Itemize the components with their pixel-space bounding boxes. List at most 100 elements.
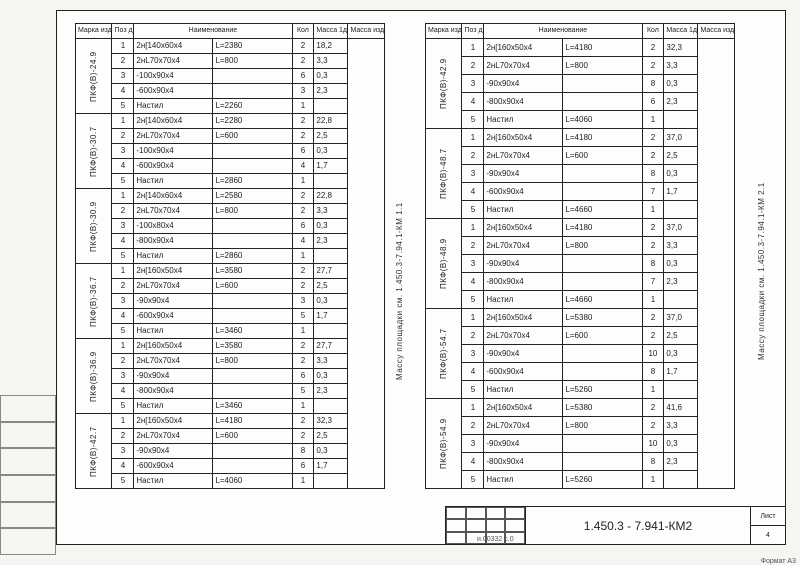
len-cell: L=4660 bbox=[563, 291, 642, 309]
name-cell: -90х90х4 bbox=[484, 165, 563, 183]
name-cell: Настил bbox=[134, 99, 213, 114]
poz-cell: 3 bbox=[462, 435, 484, 453]
hdr-poz: Поз дет bbox=[462, 24, 484, 39]
len-cell: L=4060 bbox=[563, 111, 642, 129]
len-cell: L=2380 bbox=[213, 39, 292, 54]
table-row: 5НастилL=52601 bbox=[426, 381, 735, 399]
kol-cell: 1 bbox=[292, 324, 314, 339]
name-cell: 2н[160х50х4 bbox=[134, 339, 213, 354]
poz-cell: 1 bbox=[112, 114, 134, 129]
kol-cell: 6 bbox=[292, 459, 314, 474]
mass-cell: 2,3 bbox=[314, 234, 348, 249]
name-cell: 2н[160х50х4 bbox=[484, 219, 563, 237]
mass-cell: 32,3 bbox=[664, 39, 698, 57]
name-cell: -100х80х4 bbox=[134, 219, 213, 234]
kol-cell: 2 bbox=[292, 279, 314, 294]
poz-cell: 4 bbox=[462, 363, 484, 381]
table-row: 22нL70х70х4L=80023,3 bbox=[76, 54, 385, 69]
table-row: 5НастилL=40601 bbox=[76, 474, 385, 489]
poz-cell: 5 bbox=[112, 399, 134, 414]
mass-cell bbox=[664, 111, 698, 129]
poz-cell: 3 bbox=[112, 369, 134, 384]
mass-cell: 3,3 bbox=[664, 237, 698, 255]
mark-cell: ПКФ(В)-42.7 bbox=[76, 414, 112, 489]
sheet-number: 4 bbox=[751, 526, 785, 544]
name-cell: Настил bbox=[484, 381, 563, 399]
kol-cell: 1 bbox=[292, 99, 314, 114]
table-row: ПКФ(В)-36.912н[160х50х4L=3580227,7 bbox=[76, 339, 385, 354]
mass-cell: 3,3 bbox=[314, 204, 348, 219]
name-cell: 2нL70х70х4 bbox=[134, 429, 213, 444]
mass-cell bbox=[664, 201, 698, 219]
mass-cell: 1,7 bbox=[314, 159, 348, 174]
len-cell bbox=[563, 255, 642, 273]
table-row: 22нL70х70х4L=60022,5 bbox=[426, 327, 735, 345]
mass-cell: 0,3 bbox=[314, 294, 348, 309]
name-cell: -600х90х4 bbox=[484, 363, 563, 381]
kol-cell: 1 bbox=[292, 474, 314, 489]
poz-cell: 5 bbox=[112, 99, 134, 114]
len-cell bbox=[213, 69, 292, 84]
name-cell: 2нL70х70х4 bbox=[484, 57, 563, 75]
table-row: 4-600х90х432,3 bbox=[76, 84, 385, 99]
len-cell: L=4180 bbox=[213, 414, 292, 429]
table-row: 3-90х90х430,3 bbox=[76, 294, 385, 309]
len-cell: L=800 bbox=[213, 354, 292, 369]
len-cell bbox=[213, 294, 292, 309]
len-cell: L=5260 bbox=[563, 471, 642, 489]
name-cell: 2нL70х70х4 bbox=[484, 417, 563, 435]
table-row: 5НастилL=22601 bbox=[76, 99, 385, 114]
mass-cell: 0,3 bbox=[664, 435, 698, 453]
table-row: 5НастилL=28601 bbox=[76, 174, 385, 189]
mass-cell: 2,5 bbox=[664, 327, 698, 345]
len-cell bbox=[563, 453, 642, 471]
mass-cell: 3,3 bbox=[664, 417, 698, 435]
len-cell: L=2280 bbox=[213, 114, 292, 129]
poz-cell: 2 bbox=[462, 417, 484, 435]
len-cell bbox=[563, 273, 642, 291]
len-cell: L=600 bbox=[213, 129, 292, 144]
len-cell: L=600 bbox=[213, 279, 292, 294]
len-cell bbox=[213, 219, 292, 234]
kol-cell: 1 bbox=[642, 111, 664, 129]
mass-cell: 2,3 bbox=[314, 84, 348, 99]
hdr-name: Наименование bbox=[134, 24, 292, 39]
len-cell: L=3460 bbox=[213, 324, 292, 339]
kol-cell: 2 bbox=[642, 129, 664, 147]
mass-cell: 37,0 bbox=[664, 219, 698, 237]
table-row: ПКФ(В)-30.712н[140х60х4L=2280222,8 bbox=[76, 114, 385, 129]
kol-cell: 6 bbox=[292, 369, 314, 384]
hdr-mass-izd: Масса изделия кг bbox=[698, 24, 735, 39]
len-cell: L=4180 bbox=[563, 219, 642, 237]
poz-cell: 4 bbox=[462, 93, 484, 111]
name-cell: 2нL70х70х4 bbox=[484, 327, 563, 345]
poz-cell: 3 bbox=[462, 75, 484, 93]
table-row: 5НастилL=46601 bbox=[426, 291, 735, 309]
len-cell bbox=[213, 234, 292, 249]
poz-cell: 5 bbox=[112, 324, 134, 339]
kol-cell: 2 bbox=[292, 354, 314, 369]
kol-cell: 2 bbox=[642, 57, 664, 75]
len-cell bbox=[563, 93, 642, 111]
mass-cell bbox=[314, 474, 348, 489]
poz-cell: 4 bbox=[462, 183, 484, 201]
poz-cell: 4 bbox=[112, 159, 134, 174]
name-cell: 2нL70х70х4 bbox=[484, 147, 563, 165]
mass-cell bbox=[314, 99, 348, 114]
kol-cell: 4 bbox=[292, 234, 314, 249]
len-cell: L=5380 bbox=[563, 399, 642, 417]
mark-cell: ПКФ(В)-30.7 bbox=[76, 114, 112, 189]
mass-cell bbox=[314, 324, 348, 339]
kol-cell: 2 bbox=[642, 147, 664, 165]
mass-cell: 2,5 bbox=[314, 129, 348, 144]
mark-cell: ПКФ(В)-48.7 bbox=[426, 129, 462, 219]
table-row: 5НастилL=34601 bbox=[76, 399, 385, 414]
mass-cell: 3,3 bbox=[664, 57, 698, 75]
len-cell bbox=[563, 435, 642, 453]
mass-cell: 37,0 bbox=[664, 309, 698, 327]
kol-cell: 2 bbox=[642, 327, 664, 345]
mass-cell: 1,7 bbox=[314, 459, 348, 474]
poz-cell: 4 bbox=[112, 384, 134, 399]
poz-cell: 2 bbox=[112, 354, 134, 369]
kol-cell: 6 bbox=[292, 69, 314, 84]
